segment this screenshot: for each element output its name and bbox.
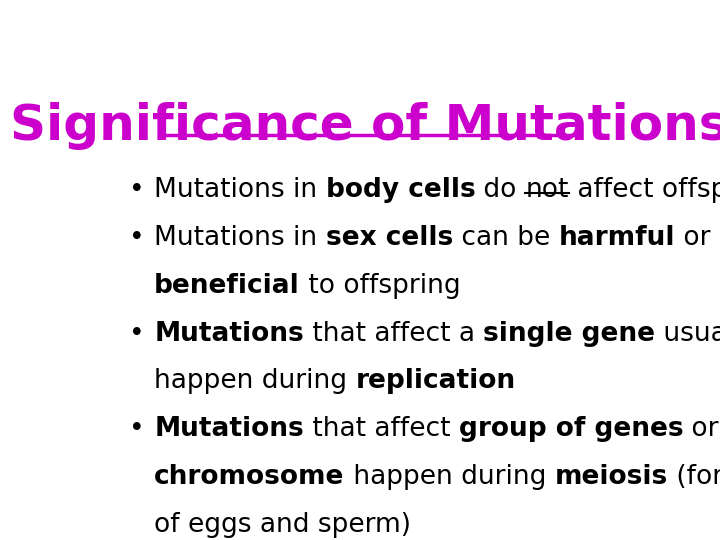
Text: •: • (129, 177, 145, 203)
Text: not: not (525, 177, 569, 203)
Text: of eggs and sperm): of eggs and sperm) (154, 512, 411, 538)
Text: usually: usually (655, 321, 720, 347)
Text: sex cells: sex cells (325, 225, 453, 251)
Text: Mutations in: Mutations in (154, 225, 325, 251)
Text: that affect a: that affect a (304, 321, 483, 347)
Text: that affect: that affect (304, 416, 459, 442)
Text: Significance of Mutations: Significance of Mutations (10, 102, 720, 150)
Text: single gene: single gene (483, 321, 655, 347)
Text: chromosome: chromosome (154, 464, 345, 490)
Text: affect offspring.: affect offspring. (569, 177, 720, 203)
Text: Mutations: Mutations (154, 321, 304, 347)
Text: Mutations: Mutations (154, 416, 304, 442)
Text: harmful: harmful (559, 225, 675, 251)
Text: (formation: (formation (667, 464, 720, 490)
Text: •: • (129, 321, 145, 347)
Text: group of genes: group of genes (459, 416, 683, 442)
Text: replication: replication (356, 368, 516, 394)
Text: or: or (675, 225, 711, 251)
Text: happen during: happen during (154, 368, 356, 394)
Text: •: • (129, 416, 145, 442)
Text: to offspring: to offspring (300, 273, 461, 299)
Text: happen during: happen during (345, 464, 554, 490)
Text: beneficial: beneficial (154, 273, 300, 299)
Text: body cells: body cells (325, 177, 475, 203)
Text: •: • (129, 225, 145, 251)
Text: meiosis: meiosis (554, 464, 667, 490)
Text: or: or (683, 416, 719, 442)
Text: do: do (475, 177, 525, 203)
Text: Mutations in: Mutations in (154, 177, 325, 203)
Text: can be: can be (453, 225, 559, 251)
